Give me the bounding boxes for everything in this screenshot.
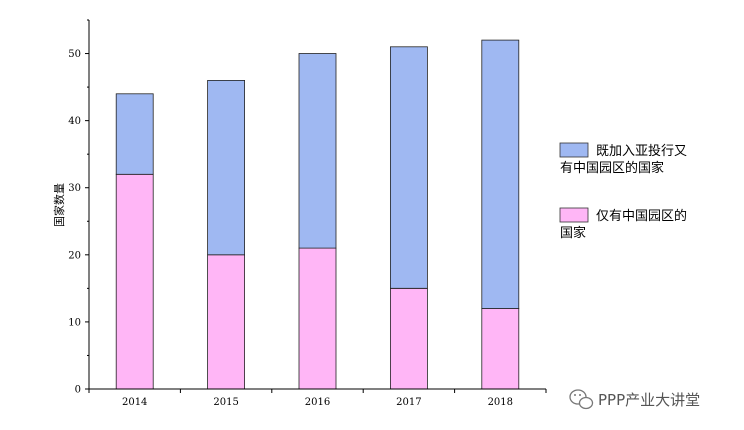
legend-label-park-only-line1: 仅有中国园区的 xyxy=(596,208,687,224)
y-axis-label: 国家数量 xyxy=(52,183,66,227)
axes-group: 0 10 20 30 40 50 2014 2015 2016 2017 2018 xyxy=(68,19,547,408)
bar-2016-series-0 xyxy=(298,247,337,390)
legend-swatch-park-only xyxy=(559,207,589,223)
x-tick-label: 2018 xyxy=(488,397,513,408)
y-tick-label: 20 xyxy=(68,250,81,261)
bars-group xyxy=(115,39,520,390)
y-tick-label: 50 xyxy=(68,49,81,60)
bar-2017-series-0 xyxy=(389,287,428,390)
bar-2017-series-1 xyxy=(389,46,428,289)
bar-2016-series-1 xyxy=(298,53,337,249)
y-tick-label: 30 xyxy=(68,183,81,194)
bar-2015-series-1 xyxy=(207,80,246,256)
x-tick-label: 2016 xyxy=(305,397,330,408)
x-tick-label: 2015 xyxy=(213,397,238,408)
y-tick-label: 0 xyxy=(75,385,81,396)
legend-label-park-only-line2: 国家 xyxy=(560,225,586,241)
legend-label-both-line2: 有中国园区的国家 xyxy=(560,160,664,176)
bar-2014-series-0 xyxy=(115,173,154,390)
bar-2018-series-1 xyxy=(481,39,520,309)
watermark-text: PPP产业大讲堂 xyxy=(598,391,700,409)
y-tick-label: 40 xyxy=(68,116,81,127)
x-tick-label: 2017 xyxy=(396,397,421,408)
x-tick-label: 2014 xyxy=(122,397,147,408)
legend: 既加入亚投行又 有中国园区的国家 仅有中国园区的 国家 xyxy=(559,142,687,241)
watermark: PPP产业大讲堂 xyxy=(569,389,700,410)
y-tick-label: 10 xyxy=(68,317,81,328)
wechat-icon xyxy=(569,389,594,410)
legend-swatch-both xyxy=(559,142,589,158)
bar-2015-series-0 xyxy=(207,254,246,390)
legend-label-both-line1: 既加入亚投行又 xyxy=(596,143,687,159)
bar-2018-series-0 xyxy=(481,308,520,390)
bar-2014-series-1 xyxy=(115,93,154,175)
